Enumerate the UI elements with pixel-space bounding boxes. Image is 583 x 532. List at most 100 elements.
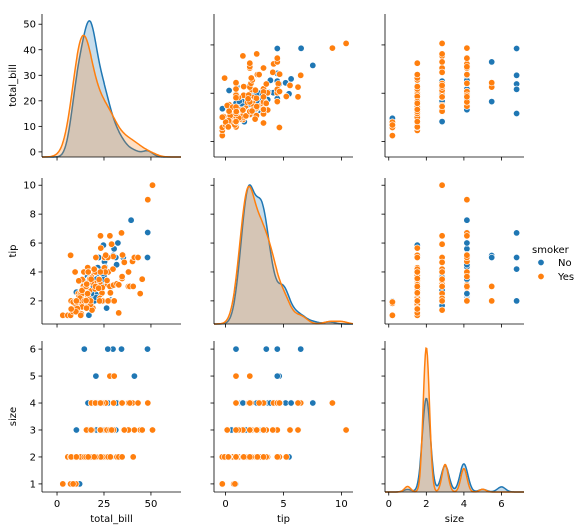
point-Yes-tip-vs-size [413,254,421,262]
point-Yes-total_bill-vs-tip [232,118,240,126]
point-No-total_bill-vs-size [513,71,521,79]
point-Yes-total_bill-vs-tip [286,81,294,89]
point-Yes-total_bill-vs-size [413,71,421,79]
point-Yes-size-vs-tip [232,426,240,434]
panel-total_bill-vs-tip [210,14,353,161]
y-tick-label: 20 [23,96,36,107]
legend-title: smoker [532,245,570,256]
point-Yes-size-vs-total_bill [72,453,80,461]
point-Yes-total_bill-vs-tip [297,71,305,79]
point-Yes-total_bill-vs-size [438,50,446,58]
point-Yes-tip-vs-total_bill [129,282,137,290]
point-Yes-tip-vs-total_bill [136,290,144,298]
point-Yes-tip-vs-size [438,297,446,305]
point-Yes-size-vs-tip [218,480,226,488]
point-Yes-tip-vs-total_bill [138,275,146,283]
point-Yes-total_bill-vs-tip [328,44,336,52]
point-Yes-size-vs-total_bill [134,399,142,407]
point-Yes-total_bill-vs-tip [246,59,254,67]
point-No-size-vs-tip [287,399,295,407]
point-Yes-tip-vs-total_bill [106,289,114,297]
point-Yes-size-vs-tip [328,399,336,407]
point-Yes-tip-vs-size [438,258,446,266]
point-Yes-size-vs-tip [255,399,263,407]
point-No-tip-vs-total_bill [103,304,111,312]
point-Yes-size-vs-total_bill [149,426,157,434]
y-tick-label: 40 [23,45,36,56]
point-Yes-tip-vs-total_bill [96,268,104,276]
point-Yes-tip-vs-size [488,297,496,305]
point-Yes-size-vs-tip [232,372,240,380]
point-Yes-total_bill-vs-tip [275,124,283,132]
kde-fill-total_bill-No [42,20,181,157]
point-Yes-tip-vs-size [413,289,421,297]
point-No-total_bill-vs-tip [225,87,233,95]
point-Yes-total_bill-vs-tip [253,103,261,111]
point-Yes-tip-vs-total_bill [102,251,110,259]
kde-fill-tip-Yes [214,186,353,324]
point-Yes-total_bill-vs-tip [239,52,247,60]
point-Yes-tip-vs-total_bill [104,297,112,305]
point-No-tip-vs-size [463,290,471,298]
kde-fill-size-Yes [385,348,524,492]
point-No-tip-vs-total_bill [144,229,152,237]
point-Yes-size-vs-total_bill [59,480,67,488]
point-No-tip-vs-size [488,254,496,262]
point-No-size-vs-total_bill [72,426,80,434]
point-No-tip-vs-total_bill [127,216,135,224]
point-Yes-tip-vs-size [413,244,421,252]
point-Yes-size-vs-tip [342,426,350,434]
point-Yes-total_bill-vs-size [463,71,471,79]
point-Yes-size-vs-total_bill [106,453,114,461]
point-Yes-size-vs-tip [273,453,281,461]
point-Yes-total_bill-vs-size [438,93,446,101]
x-axis-label-total_bill: total_bill [90,514,133,525]
point-Yes-total_bill-vs-size [413,118,421,126]
point-No-total_bill-vs-tip [297,44,305,52]
legend-label-Yes: Yes [557,272,574,283]
point-Yes-tip-vs-size [463,273,471,281]
x-tick-label: 4 [461,499,467,510]
point-No-tip-vs-size [513,229,521,237]
point-Yes-tip-vs-size [438,282,446,290]
point-No-tip-vs-total_bill [114,239,122,247]
point-Yes-total_bill-vs-tip [232,94,240,102]
point-Yes-tip-vs-total_bill [118,229,126,237]
point-Yes-tip-vs-size [413,297,421,305]
y-tick-label: 4 [30,399,36,410]
y-tick-label: 3 [30,425,36,436]
y-tick-label: 1 [30,479,36,490]
point-Yes-total_bill-vs-tip [251,86,259,94]
point-Yes-tip-vs-size [438,181,446,189]
point-Yes-tip-vs-total_bill [84,290,92,298]
point-No-tip-vs-total_bill [144,254,152,262]
point-Yes-size-vs-tip [223,426,231,434]
point-Yes-size-vs-total_bill [110,399,118,407]
point-Yes-total_bill-vs-size [438,81,446,89]
point-No-size-vs-tip [297,345,305,353]
point-Yes-tip-vs-total_bill [97,232,105,240]
point-Yes-size-vs-tip [259,426,267,434]
point-Yes-tip-vs-total_bill [106,232,114,240]
point-Yes-size-vs-tip [246,372,254,380]
point-No-size-vs-total_bill [80,345,88,353]
point-Yes-tip-vs-size [438,240,446,248]
y-axis-label-tip: tip [8,244,19,257]
point-No-total_bill-vs-size [513,110,521,118]
kde-line-size-No [385,397,524,493]
point-Yes-tip-vs-total_bill [67,305,75,313]
x-tick-label: 50 [145,499,158,510]
point-Yes-total_bill-vs-tip [275,88,283,96]
point-Yes-total_bill-vs-tip [244,95,252,103]
point-Yes-tip-vs-total_bill [118,273,126,281]
point-No-size-vs-tip [239,399,247,407]
point-Yes-size-vs-tip [294,426,302,434]
point-Yes-tip-vs-total_bill [75,277,83,285]
point-Yes-size-vs-tip [246,399,254,407]
panel-size-vs-total_bill: 1 2 3 4 5 6 0 25 50 [30,341,181,510]
legend-marker-No [537,258,545,266]
point-Yes-total_bill-vs-size [388,132,396,140]
point-No-size-vs-tip [309,399,317,407]
point-Yes-tip-vs-total_bill [115,281,123,289]
